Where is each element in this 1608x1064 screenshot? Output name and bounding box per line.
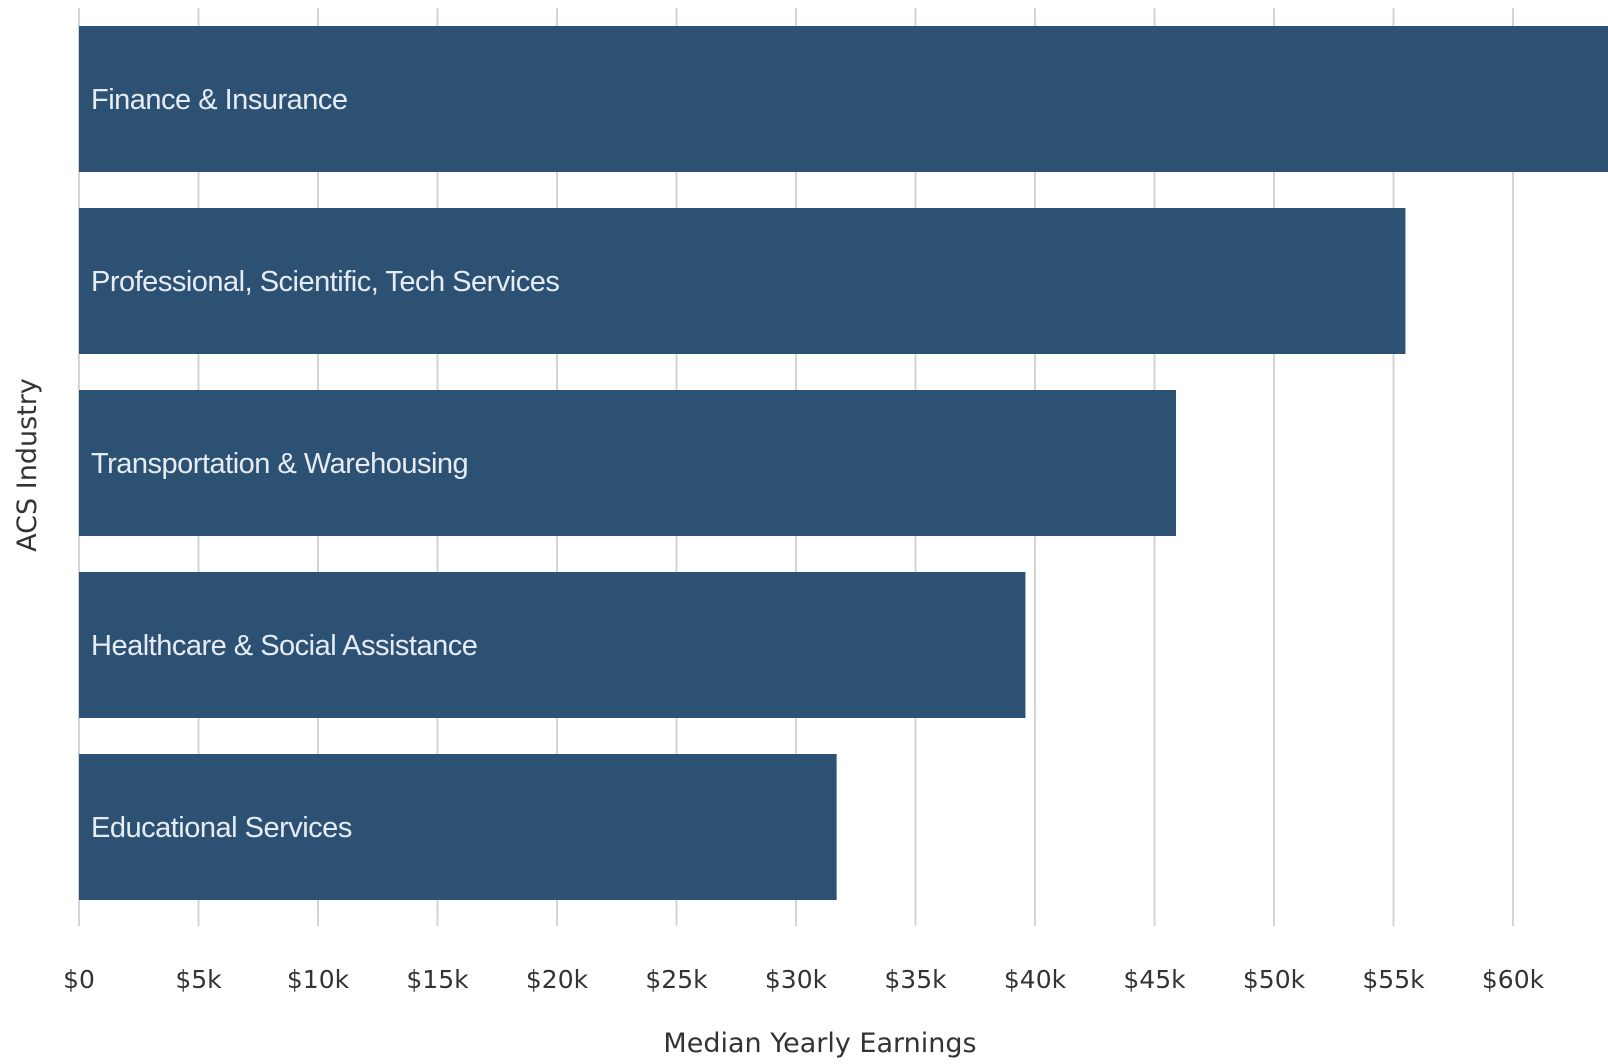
- bar[interactable]: [79, 208, 1406, 354]
- bar-category-label: Professional, Scientific, Tech Services: [91, 266, 559, 298]
- bar-category-label: Finance & Insurance: [91, 84, 347, 116]
- x-tick-label: $40k: [1004, 965, 1067, 994]
- bar-category-label: Transportation & Warehousing: [91, 448, 468, 480]
- bar-category-label: Healthcare & Social Assistance: [91, 630, 477, 662]
- bar[interactable]: [79, 572, 1026, 718]
- x-tick-label: $50k: [1243, 965, 1306, 994]
- bar[interactable]: [79, 26, 1608, 172]
- x-tick-label: $35k: [884, 965, 947, 994]
- bar[interactable]: [79, 754, 837, 900]
- x-tick-label: $30k: [765, 965, 828, 994]
- x-tick-label: $10k: [287, 965, 350, 994]
- x-tick-label: $20k: [526, 965, 589, 994]
- x-tick-label: $45k: [1123, 965, 1186, 994]
- bar-category-label: Educational Services: [91, 812, 352, 844]
- x-axis-title: Median Yearly Earnings: [663, 1028, 976, 1059]
- bar[interactable]: [79, 390, 1177, 536]
- x-tick-label: $55k: [1362, 965, 1425, 994]
- x-tick-label: $0: [63, 965, 95, 994]
- x-tick-label: $60k: [1482, 965, 1545, 994]
- x-axis-ticks: $0 $5k $10k $15k $20k $25k $30k $35k $40k $45k $50…: [63, 965, 1545, 994]
- x-tick-label: $25k: [645, 965, 708, 994]
- x-tick-label: $5k: [175, 965, 222, 994]
- bars: Finance & Insurance Professional, Scienti…: [79, 26, 1608, 900]
- y-axis-title: ACS Industry: [12, 378, 43, 552]
- x-tick-label: $15k: [406, 965, 469, 994]
